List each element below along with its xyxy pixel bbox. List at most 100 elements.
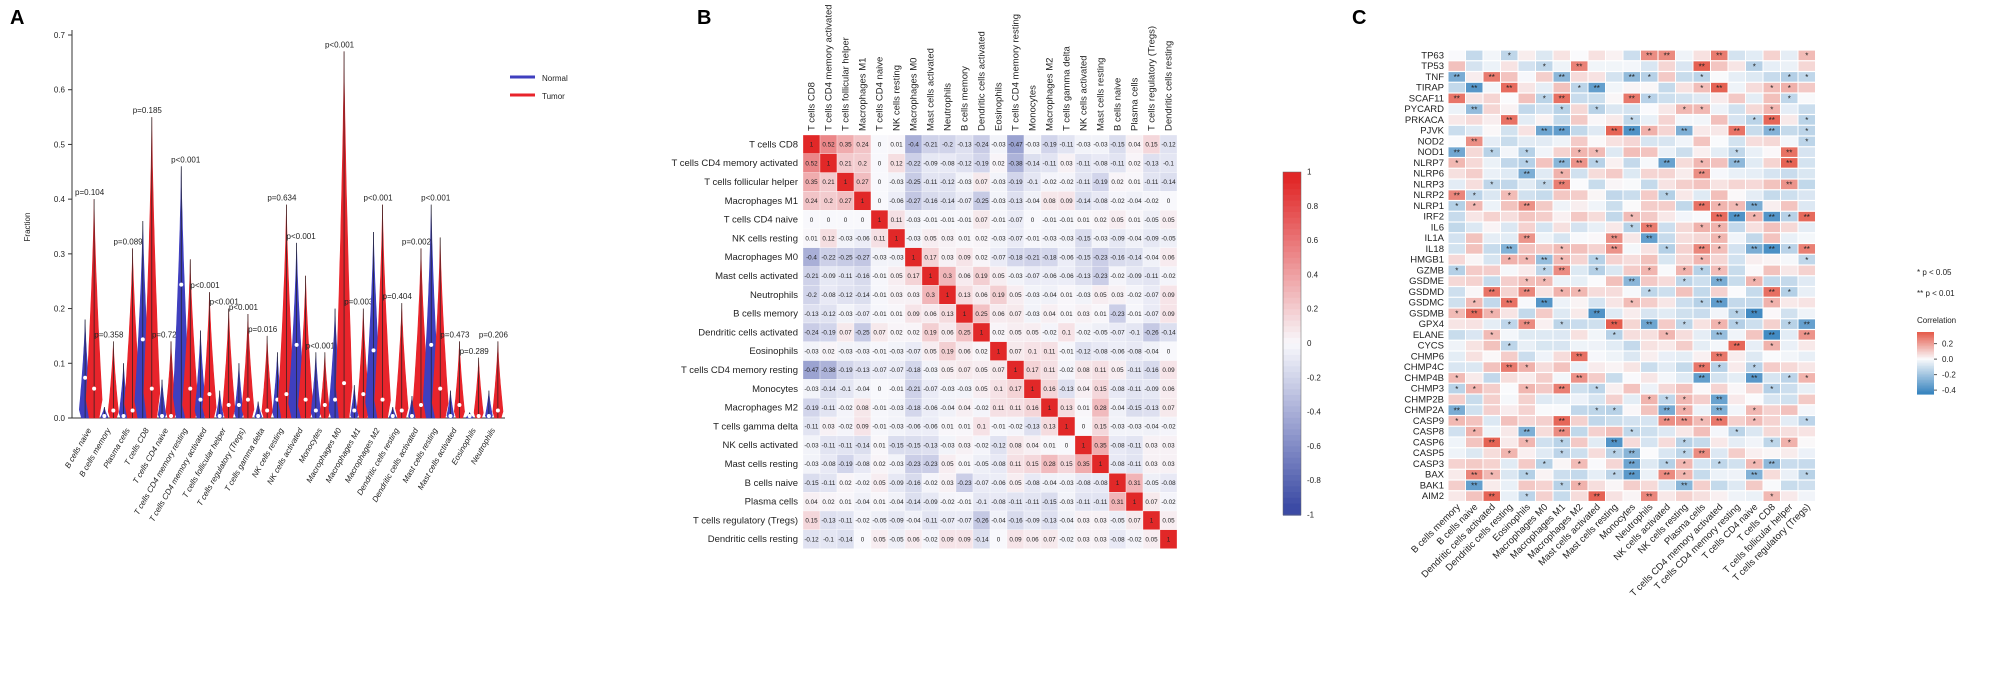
corr-cell-value: 0.03 [941, 254, 954, 261]
gene-corr-cell [1711, 265, 1728, 276]
gene-corr-cell [1763, 362, 1780, 372]
gene-corr-cell [1676, 254, 1693, 265]
corr-cell-value: -0.11 [1145, 273, 1159, 280]
sig-marker: * [1613, 449, 1616, 458]
gene-corr-cell [1536, 222, 1553, 233]
gene-corr-cell [1676, 125, 1693, 136]
corr-cell-value: 0.13 [941, 311, 954, 318]
gene-corr-cell [1571, 383, 1588, 394]
corr-cell-value: -0.26 [1144, 330, 1159, 337]
corr-cell-value: -0.14 [1161, 179, 1176, 186]
sig-marker: ** [1786, 148, 1792, 157]
gene-corr-cell [1623, 82, 1640, 93]
gene-label: CHMP4C [1404, 362, 1444, 373]
violin-normal-median-dot [236, 403, 241, 408]
y-tick-label: 0.4 [54, 195, 66, 204]
corr-cell-value: -0.03 [923, 367, 938, 374]
gene-corr-cell [1518, 448, 1535, 458]
violin-tumor-median-dot [149, 386, 154, 391]
pvalue-label: p=0.185 [133, 106, 163, 115]
sig-marker: ** [1664, 159, 1670, 168]
sig-marker: * [1788, 95, 1791, 104]
corr-cell-value: 0.05 [975, 386, 988, 393]
gene-corr-cell [1711, 222, 1728, 233]
gene-corr-cell [1571, 179, 1588, 190]
gene-corr-cell [1448, 179, 1465, 190]
violin-tumor-median-dot [265, 408, 270, 413]
corr-cell-value: 0.03 [1094, 518, 1107, 525]
gene-corr-cell [1623, 244, 1640, 254]
gene-corr-cell [1571, 158, 1588, 168]
gene-corr-cell [1553, 179, 1570, 190]
gene-label: CHMP4B [1404, 373, 1444, 384]
corr-cell-value: -0.04 [1144, 348, 1159, 355]
gene-corr-cell [1623, 319, 1640, 329]
gene-corr-cell [1798, 265, 1815, 276]
gene-corr-cell [1728, 265, 1745, 276]
sig-marker: * [1665, 245, 1668, 254]
sig-marker: ** [1489, 492, 1495, 501]
gene-corr-cell [1728, 405, 1745, 415]
gene-corr-cell [1553, 491, 1570, 501]
y-tick-label: 0.5 [54, 140, 66, 149]
corr-cell-value: 0.2 [858, 160, 867, 167]
gene-corr-cell [1693, 179, 1710, 190]
gene-corr-cell [1711, 190, 1728, 200]
corr-cell-value: 0.03 [1111, 292, 1124, 299]
corr-cell-value: 0.02 [822, 499, 835, 506]
corr-cell-value: 0.04 [1128, 142, 1141, 149]
sig-marker: * [1683, 406, 1686, 415]
sig-marker: ** [1716, 52, 1722, 61]
gene-corr-cell [1798, 147, 1815, 157]
gene-corr-cell [1746, 491, 1763, 501]
gene-corr-cell [1483, 125, 1500, 136]
violin-tumor-median-dot [495, 408, 500, 413]
gene-corr-cell [1501, 287, 1518, 297]
gene-corr-cell [1746, 319, 1763, 329]
colorbar-segment [1283, 246, 1301, 253]
gene-corr-cell [1658, 61, 1675, 71]
gene-corr-cell [1466, 125, 1483, 136]
violin-normal-median-dot [390, 414, 395, 418]
gene-corr-cell [1658, 340, 1675, 351]
gene-corr-cell [1641, 168, 1658, 179]
gene-corr-cell [1763, 222, 1780, 233]
gene-corr-cell [1588, 340, 1605, 351]
gene-corr-cell [1658, 82, 1675, 93]
sig-marker: ** [1716, 406, 1722, 415]
sig-marker: ** [1769, 331, 1775, 340]
sig-marker: * [1473, 202, 1476, 211]
colorbar-tick: -0.2 [1307, 373, 1321, 382]
gene-corr-cell [1658, 222, 1675, 233]
row-label: Monocytes [752, 384, 798, 395]
gene-corr-cell [1693, 136, 1710, 147]
corr-cell-value: -0.08 [1093, 160, 1108, 167]
corr-cell-value: -0.03 [1025, 292, 1040, 299]
gene-corr-cell [1588, 168, 1605, 179]
gene-corr-cell [1711, 340, 1728, 351]
corr-cell-value: -0.06 [1059, 273, 1074, 280]
pvalue-label: p<0.001 [229, 303, 259, 312]
gene-corr-cell [1658, 104, 1675, 114]
gene-corr-cell [1746, 104, 1763, 114]
corr-cell-value: -0.01 [991, 217, 1006, 224]
row-label: T cells gamma delta [713, 421, 799, 432]
gene-corr-cell [1553, 233, 1570, 243]
corr-cell-value: -0.09 [1127, 273, 1142, 280]
gene-corr-cell [1623, 125, 1640, 136]
gene-corr-cell [1466, 276, 1483, 286]
gene-corr-cell [1518, 308, 1535, 319]
y-tick-label: 0.0 [54, 414, 66, 423]
corr-cell-value: 0.06 [1162, 254, 1175, 261]
gene-corr-cell [1641, 233, 1658, 243]
gene-corr-cell [1606, 480, 1623, 491]
gene-corr-cell [1728, 158, 1745, 168]
gene-corr-cell [1571, 394, 1588, 405]
corr-cell-value: -0.04 [1059, 518, 1074, 525]
gene-corr-cell [1746, 82, 1763, 93]
gene-corr-cell [1553, 362, 1570, 372]
corr-cell-value: 0.11 [1010, 461, 1022, 468]
corr-cell-value: 0.03 [1162, 461, 1175, 468]
col-label: Macrophages M1 [858, 58, 869, 131]
gene-corr-cell [1483, 93, 1500, 104]
